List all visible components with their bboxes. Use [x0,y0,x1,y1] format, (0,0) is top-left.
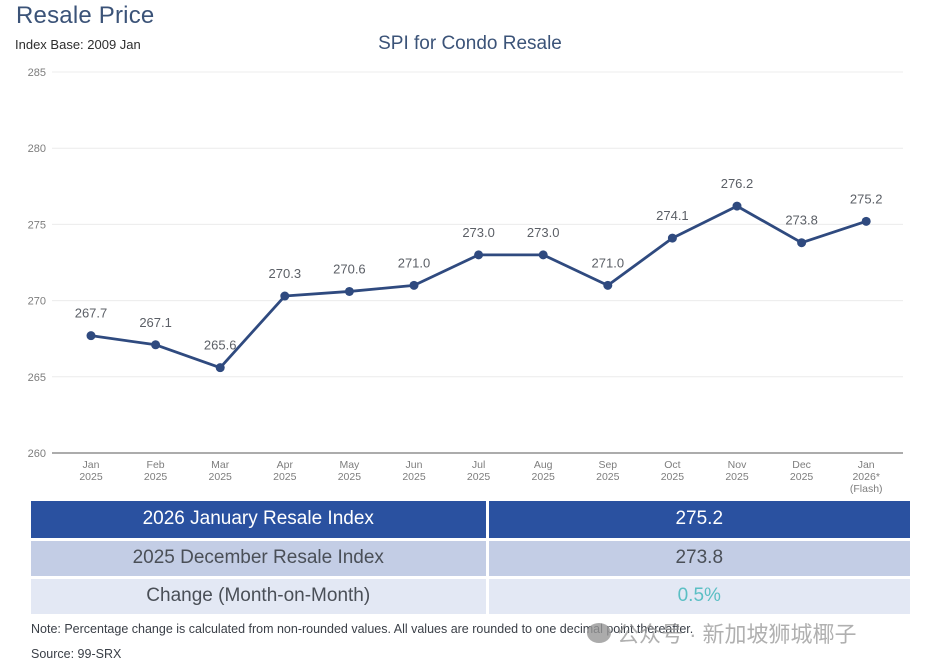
data-point [409,280,419,290]
y-tick-label: 285 [28,67,46,79]
data-label: 271.0 [398,255,431,270]
data-label: 265.6 [204,338,237,353]
x-tick-label: Aug [534,459,553,471]
page-title: Resale Price [16,2,155,29]
data-point [86,331,96,341]
data-label: 276.2 [721,176,754,191]
x-tick-label: Oct [664,459,680,471]
y-tick-label: 275 [28,219,46,231]
data-point [603,280,613,290]
data-label: 273.0 [527,225,560,240]
data-point [215,363,225,373]
x-tick-label: 2025 [402,471,426,483]
x-tick-label: 2025 [725,471,749,483]
data-label: 274.1 [656,208,689,223]
x-tick-label: 2026* [852,471,879,483]
data-label: 267.1 [139,315,172,330]
source-label: Source: 99-SRX [31,647,122,661]
x-tick-label: 2025 [209,471,233,483]
x-axis-ticks: Jan2025Feb2025Mar2025Apr2025May2025Jun20… [79,459,882,495]
x-tick-label: Mar [211,459,230,471]
x-tick-label: 2025 [338,471,362,483]
x-tick-label: Jan [83,459,100,471]
x-tick-label: 2025 [532,471,556,483]
summary-value: 275.2 [487,501,910,539]
data-label: 273.0 [462,225,495,240]
x-tick-label: 2025 [596,471,620,483]
data-label: 273.8 [785,213,818,228]
x-tick-label: Feb [147,459,165,471]
data-points [86,201,871,373]
data-label: 270.3 [269,266,302,281]
summary-value: 273.8 [487,539,910,577]
data-point [861,216,871,226]
x-tick-label: Jul [472,459,485,471]
index-base-label: Index Base: 2009 Jan [15,37,141,52]
summary-label: Change (Month-on-Month) [31,577,489,615]
chart-title: SPI for Condo Resale [378,33,562,54]
x-tick-label: 2025 [790,471,814,483]
x-tick-label: 2025 [661,471,685,483]
data-label: 267.7 [75,306,108,321]
x-tick-label: Apr [277,459,294,471]
data-point [151,340,161,350]
y-axis-ticks: 260 265 270 275 280 285 [28,67,46,460]
x-tick-label: (Flash) [850,483,883,495]
footnote: Note: Percentage change is calculated fr… [31,622,694,636]
summary-label: 2025 December Resale Index [31,539,489,577]
summary-table: 2026 January Resale Index 275.2 2025 Dec… [31,501,910,617]
data-label: 270.6 [333,261,366,276]
x-tick-label: 2025 [144,471,168,483]
data-point [538,250,548,260]
data-point [797,238,807,248]
y-tick-label: 280 [28,143,46,155]
wechat-icon [587,623,611,643]
x-tick-label: Jun [406,459,423,471]
data-point [732,201,742,211]
data-labels: 267.7 267.1 265.6 270.3 270.6 271.0 273.0 273.0… [75,176,883,353]
data-point [344,286,354,296]
y-tick-label: 260 [28,448,46,460]
data-label: 271.0 [592,255,625,270]
gridlines [52,71,903,378]
x-tick-label: Jan [858,459,875,471]
data-point [474,250,484,260]
change-value: 0.5% [487,577,910,615]
y-tick-label: 270 [28,296,46,308]
watermark: 公众号 · 新加坡狮城椰子 [587,617,857,649]
data-label: 275.2 [850,191,883,206]
x-tick-label: May [339,459,360,471]
summary-row-previous: 2025 December Resale Index 273.8 [31,539,910,577]
x-tick-label: Dec [792,459,811,471]
x-tick-label: 2025 [79,471,103,483]
summary-label: 2026 January Resale Index [31,501,489,539]
x-tick-label: Nov [728,459,747,471]
watermark-text: 公众号 · 新加坡狮城椰子 [617,622,857,647]
x-tick-label: 2025 [467,471,491,483]
x-tick-label: Sep [598,459,617,471]
summary-row-current: 2026 January Resale Index 275.2 [31,501,910,539]
x-tick-label: 2025 [273,471,297,483]
data-point [667,233,677,243]
summary-row-change: Change (Month-on-Month) 0.5% [31,577,910,615]
data-point [280,291,290,301]
y-tick-label: 265 [28,372,46,384]
